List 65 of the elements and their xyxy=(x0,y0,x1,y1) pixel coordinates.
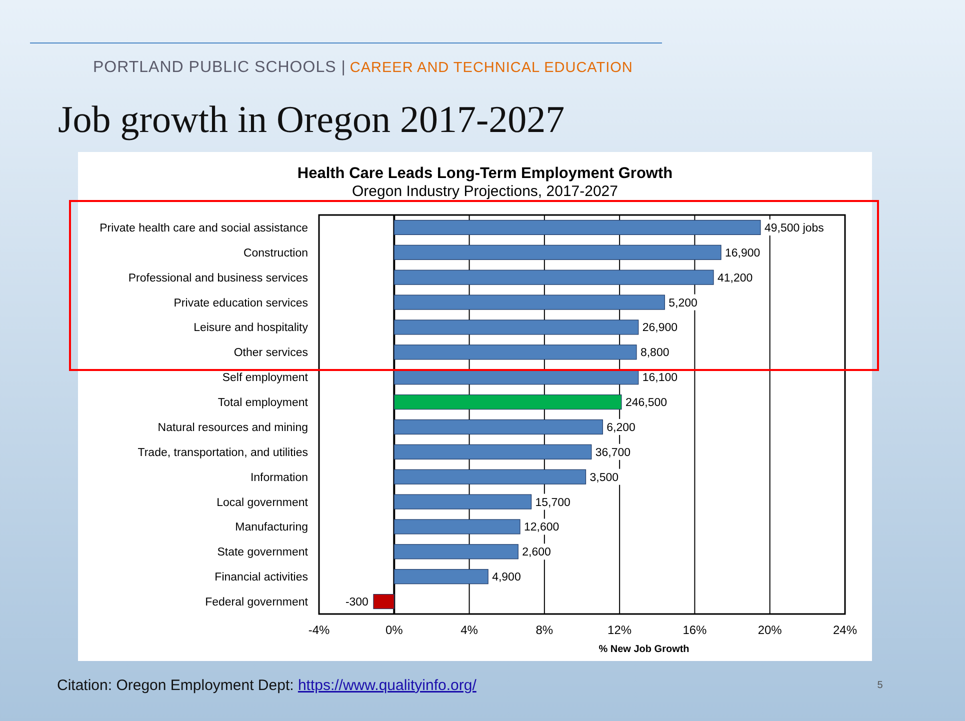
x-tick-label: 0% xyxy=(385,623,404,637)
y-tick-label: Private health care and social assistance xyxy=(100,222,308,234)
bar xyxy=(394,394,622,410)
y-tick-label: Other services xyxy=(234,347,308,360)
annotation: 16,100 xyxy=(642,372,678,384)
annotation: 41,200 xyxy=(718,272,753,284)
chart-title: Health Care Leads Long-Term Employment Growth xyxy=(297,165,673,182)
text: https://www.qualityinfo.org/ xyxy=(298,677,478,694)
y-tick-label: State government xyxy=(217,546,309,559)
x-tick-label: 16% xyxy=(682,623,708,637)
annotation: 8,800 xyxy=(640,347,670,360)
y-tick-label: Local government xyxy=(216,496,309,509)
x-tick-label: 24% xyxy=(832,623,858,637)
annotation: 4,900 xyxy=(492,572,521,584)
chart-subtitle: Oregon Industry Projections, 2017-2027 xyxy=(352,183,618,200)
x-tick-label: 12% xyxy=(608,623,632,637)
bar xyxy=(394,494,532,510)
y-tick-label: Trade, transportation, and utilities xyxy=(138,446,308,459)
y-tick-label: Total employment xyxy=(218,397,309,410)
y-tick-label: Federal government xyxy=(205,596,309,609)
annotation: -300 xyxy=(345,596,368,609)
y-tick-label: Information xyxy=(250,472,308,484)
bar xyxy=(394,370,639,385)
annotation: 26,900 xyxy=(642,322,678,334)
x-tick-label: 8% xyxy=(536,623,554,637)
bar xyxy=(394,419,603,434)
annotation: 6,200 xyxy=(606,422,636,434)
bar xyxy=(394,569,488,584)
y-tick-label: Private education services xyxy=(174,297,308,310)
annotation: 36,700 xyxy=(595,446,631,459)
y-tick-label: Self employment xyxy=(222,372,309,384)
annotation: 16,900 xyxy=(725,247,760,260)
annotation: 2,600 xyxy=(522,546,551,559)
bar xyxy=(394,469,586,484)
text: CAREER AND TECHNICAL EDUCATION xyxy=(350,60,633,76)
bar xyxy=(394,270,714,285)
text: Job growth in Oregon 2017-2027 xyxy=(58,99,565,141)
bar xyxy=(394,220,761,235)
x-tick-label: 20% xyxy=(758,623,782,637)
y-tick-label: Manufacturing xyxy=(235,522,308,534)
x-tick-label: 4% xyxy=(460,623,478,637)
annotation: 49,500 jobs xyxy=(764,222,824,234)
bar xyxy=(394,444,592,460)
x-tick-label: -4% xyxy=(308,623,330,637)
annotation: 12,600 xyxy=(524,522,560,534)
text: Citation: Oregon Employment Dept: xyxy=(57,677,294,694)
x-axis-title: % New Job Growth xyxy=(598,644,690,655)
text: 5 xyxy=(877,680,884,691)
y-tick-label: Natural resources and mining xyxy=(158,422,308,434)
bar xyxy=(394,519,520,534)
bar xyxy=(394,244,722,260)
bar xyxy=(394,320,639,335)
y-tick-label: Leisure and hospitality xyxy=(194,322,308,334)
text: PORTLAND PUBLIC SCHOOLS | xyxy=(93,59,346,76)
y-tick-label: Financial activities xyxy=(214,572,308,584)
bar xyxy=(394,344,637,360)
bar xyxy=(394,544,518,560)
annotation: 15,700 xyxy=(535,496,570,509)
annotation: 3,500 xyxy=(590,472,619,484)
annotation: 246,500 xyxy=(625,397,668,410)
annotation: 5,200 xyxy=(668,297,698,310)
bar xyxy=(373,594,394,610)
y-tick-label: Professional and business services xyxy=(128,272,308,284)
y-tick-label: Construction xyxy=(243,247,308,260)
bar xyxy=(394,294,665,310)
